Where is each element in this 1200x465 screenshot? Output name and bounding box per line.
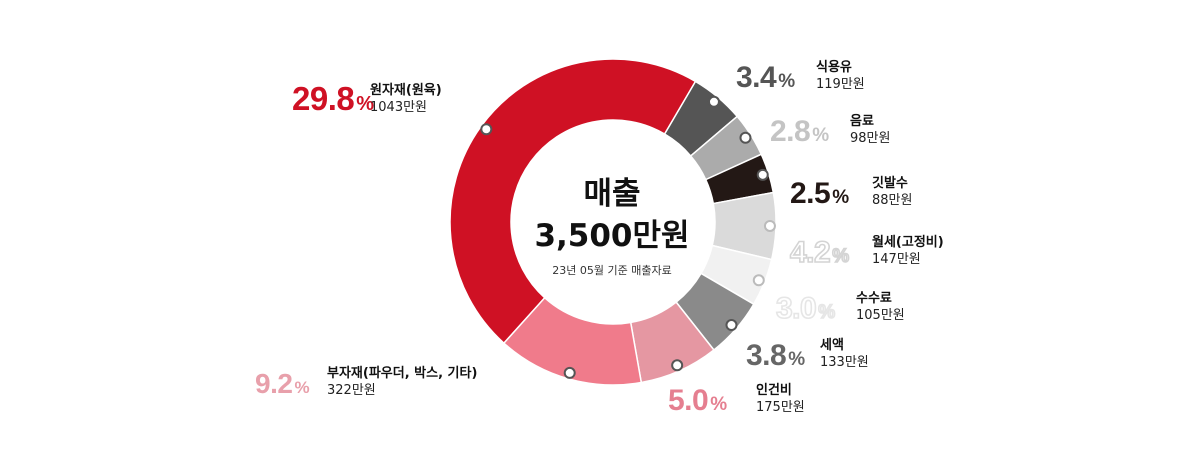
- percent-value-7: 3.8: [746, 339, 786, 372]
- marker-dot-7: [725, 319, 738, 332]
- center-subtitle: 23년 05월 기준 매출자료: [552, 264, 671, 277]
- category-name-8: 인건비: [756, 382, 792, 398]
- category-name-7: 세액: [820, 338, 844, 353]
- category-name-2: 식용유: [816, 59, 852, 75]
- percent-label-9: 9.2%: [255, 368, 309, 399]
- category-amount-7: 133만원: [820, 355, 869, 370]
- percent-sign-7: %: [788, 349, 805, 370]
- center-title: 매출: [583, 176, 640, 212]
- percent-sign-5: %: [832, 246, 849, 267]
- percent-sign-3: %: [812, 125, 829, 146]
- category-name-9: 부자재(파우더, 박스, 기타): [327, 365, 477, 381]
- percent-value-5: 4.2: [790, 236, 830, 269]
- percent-value-4: 2.5: [790, 177, 830, 210]
- percent-label-6: 3.0%: [776, 292, 835, 325]
- percent-value-2: 3.4: [736, 61, 777, 94]
- percent-value-9: 9.2: [255, 368, 292, 399]
- percent-value-8: 5.0: [668, 384, 708, 417]
- percent-value-1: 29.8: [292, 80, 354, 117]
- category-amount-4: 88만원: [872, 193, 912, 208]
- percent-label-1: 29.8%: [292, 80, 374, 117]
- percent-sign-6: %: [818, 302, 835, 323]
- category-name-5: 월세(고정비): [872, 234, 944, 250]
- category-amount-1: 1043만원: [370, 100, 427, 115]
- category-amount-6: 105만원: [856, 308, 905, 323]
- percent-label-7: 3.8%: [746, 339, 805, 372]
- marker-dot-9: [563, 366, 576, 379]
- marker-dot-2: [707, 95, 720, 108]
- marker-dot-4: [756, 168, 769, 181]
- center-total: 3,500만원: [534, 218, 689, 254]
- category-amount-2: 119만원: [816, 77, 865, 92]
- category-name-4: 깃발수: [872, 175, 908, 191]
- category-name-3: 음료: [850, 113, 874, 129]
- marker-dot-1: [480, 123, 493, 136]
- marker-dot-5: [763, 219, 776, 232]
- marker-dot-3: [739, 131, 752, 144]
- category-amount-8: 175만원: [756, 400, 805, 415]
- category-amount-9: 322만원: [327, 383, 376, 398]
- percent-label-2: 3.4%: [736, 61, 795, 94]
- percent-sign-8: %: [710, 394, 727, 415]
- percent-label-5: 4.2%: [790, 236, 849, 269]
- donut-slice-9: [502, 296, 643, 386]
- donut-slice-1: [449, 58, 697, 345]
- percent-value-6: 3.0: [776, 292, 816, 325]
- percent-value-3: 2.8: [770, 115, 810, 148]
- marker-dot-6: [752, 274, 765, 287]
- category-amount-5: 147만원: [872, 252, 921, 267]
- marker-dot-8: [671, 359, 684, 372]
- percent-sign-2: %: [778, 71, 795, 92]
- category-amount-3: 98만원: [850, 131, 890, 146]
- percent-sign-9: %: [294, 378, 309, 397]
- percent-label-4: 2.5%: [790, 177, 849, 210]
- percent-label-3: 2.8%: [770, 115, 829, 148]
- category-name-6: 수수료: [856, 291, 892, 306]
- percent-sign-4: %: [832, 187, 849, 208]
- percent-label-8: 5.0%: [668, 384, 727, 417]
- percent-sign-1: %: [356, 93, 374, 115]
- category-name-1: 원자재(원육): [370, 82, 442, 98]
